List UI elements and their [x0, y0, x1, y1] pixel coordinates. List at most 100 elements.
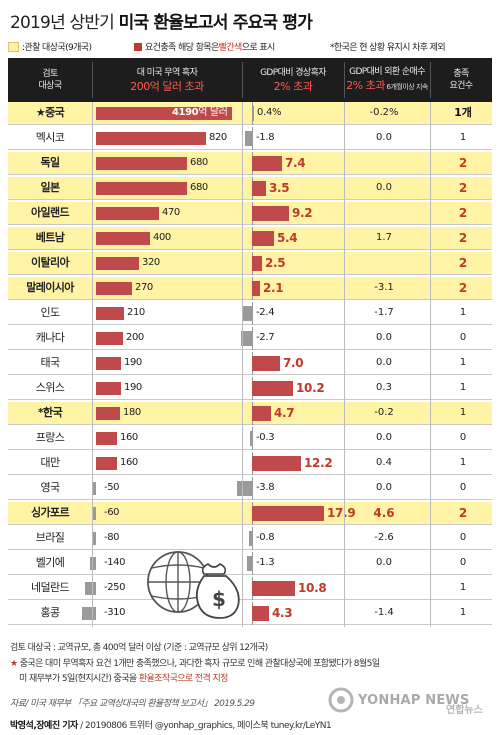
trade-value: -250: [104, 582, 126, 593]
footnote-review: 검토 대상국 : 교역규모, 총 400억 달러 이상 (기준 : 교역규모 상…: [10, 643, 268, 653]
criteria-count: 2: [458, 506, 468, 520]
brand-logo: YONHAP NEWS 연합뉴스: [328, 684, 496, 716]
current-bar: [250, 431, 252, 446]
current-value: 17.9: [327, 506, 356, 520]
country-name: 네덜란드: [30, 581, 70, 594]
trade-bar: [96, 107, 232, 120]
current-value: 10.8: [298, 581, 327, 595]
country-name: *한국: [37, 406, 63, 419]
current-bar: [252, 206, 289, 221]
footnote-china-2: 미 재무부가 5일(현지시간) 중국을 환율조작국으로 전격 지정: [10, 671, 492, 684]
header-trade-line1: 대 미국 무역 흑자: [136, 67, 198, 78]
criteria-count: 1: [459, 132, 467, 143]
fx-value: 0.0: [376, 482, 392, 493]
header-country: 검토 대상국: [8, 58, 92, 102]
current-value: 3.5: [269, 181, 290, 195]
page-title: 2019년 상반기 미국 환율보고서 주요국 평가: [10, 8, 313, 33]
header-country-line1: 검토: [42, 69, 58, 79]
country-name: 대만: [40, 456, 60, 469]
trade-bar: [96, 457, 117, 470]
trade-value: -50: [104, 482, 120, 493]
current-value: 4.7: [274, 406, 295, 420]
criteria-count: 2: [458, 231, 468, 245]
footnote-china-line1: 중국은 대미 무역흑자 요건 1개만 충족했으나, 과다한 흑자 규모로 인해 …: [17, 659, 380, 669]
header-current: GDP대비 경상흑자 2% 초과: [242, 58, 344, 102]
current-value: -0.8: [256, 532, 275, 543]
column-divider: [430, 102, 431, 627]
criteria-count: 0: [459, 482, 467, 493]
current-bar: [247, 556, 252, 571]
yonhap-logo-icon: [328, 687, 354, 713]
criteria-count: 0: [459, 557, 467, 568]
trade-bar: [90, 557, 96, 570]
table-row: 대만 160 12.2 0.4 1: [8, 452, 492, 475]
criteria-count: 0: [459, 532, 467, 543]
current-value: 7.4: [285, 156, 306, 170]
country-name: 인도: [40, 306, 60, 319]
trade-bar: [96, 357, 121, 370]
table-row: *한국 180 4.7 -0.2 1: [8, 402, 492, 425]
current-axis: [252, 327, 253, 350]
header-criteria-line2: 요건수: [449, 81, 473, 91]
legend-watch-label: :관찰 대상국(9개국): [22, 43, 92, 53]
trade-value: 470: [162, 207, 180, 218]
table-row: 벨기에 -140 -1.3 0.0 0: [8, 552, 492, 575]
current-value: 9.2: [292, 206, 313, 220]
criteria-count: 2: [458, 181, 468, 195]
criteria-swatch-icon: [134, 42, 142, 51]
current-axis: [252, 552, 253, 575]
table-row: 프랑스 160 -0.3 0.0 0: [8, 427, 492, 450]
current-axis: [252, 302, 253, 325]
trade-bar: [96, 382, 121, 395]
header-divider: [242, 62, 243, 98]
header-criteria-line1: 충족: [453, 69, 469, 79]
header-divider: [344, 62, 345, 98]
table-row: 베트남 400 5.4 1.7 2: [8, 227, 492, 250]
criteria-count: 1: [459, 307, 467, 318]
country-name: 브라질: [35, 531, 65, 544]
fx-value: 4.6: [373, 506, 395, 520]
trade-value: 400: [153, 232, 171, 243]
country-name: 이탈리아: [30, 256, 70, 269]
fx-value: -3.1: [374, 282, 394, 293]
header-criteria: 충족 요건수: [430, 58, 492, 102]
current-bar: [252, 456, 301, 471]
legend: :관찰 대상국(9개국) 요건충족 해당 항목은 빨간색 으로 표시 *한국은 현…: [8, 40, 492, 54]
legend-criteria-suffix: 으로 표시: [241, 43, 276, 53]
fx-value: 0.0: [376, 357, 392, 368]
trade-value: -140: [104, 557, 126, 568]
country-name: 스위스: [35, 381, 65, 394]
country-name: 캐나다: [35, 331, 65, 344]
header-trade: 대 미국 무역 흑자 200억 달러 초과: [92, 58, 242, 102]
trade-value: -60: [104, 507, 120, 518]
header-trade-line2: 200억 달러 초과: [130, 79, 204, 93]
trade-unit: 억 달러: [198, 107, 228, 118]
criteria-count: 1: [459, 607, 467, 618]
trade-bar: [96, 132, 206, 145]
legend-note: *한국은 현 상황 유지시 차후 제외: [330, 40, 446, 53]
trade-value: 160: [120, 457, 138, 468]
current-value: 2.1: [263, 281, 284, 295]
column-divider: [344, 102, 345, 627]
current-value: -1.8: [256, 132, 275, 143]
current-bar: [252, 106, 254, 121]
current-bar: [252, 156, 282, 171]
legend-criteria-prefix: 요건충족 해당 항목은: [145, 43, 219, 53]
fx-value: 0.0: [376, 182, 392, 193]
table-row: 말레이시아 270 2.1 -3.1 2: [8, 277, 492, 300]
title-main: 미국 환율보고서 주요국 평가: [118, 13, 313, 33]
current-bar: [237, 481, 252, 496]
current-bar: [249, 531, 252, 546]
header-fx-line2: 2% 초과: [346, 78, 385, 92]
header-fx-small: 6개월이상 지속: [384, 82, 429, 91]
country-name: 아일랜드: [30, 206, 70, 219]
trade-bar: [96, 207, 159, 220]
footnote-source: 자료/ 미국 재무부 「주요 교역상대국의 환율정책 보고서」 2019.5.2…: [10, 696, 492, 709]
trade-value: 680: [190, 182, 208, 193]
current-bar: [252, 406, 271, 421]
current-axis: [252, 127, 253, 150]
current-bar: [241, 331, 252, 346]
trade-value: 190: [124, 357, 142, 368]
criteria-count: 1: [459, 407, 467, 418]
trade-number: 4190: [172, 107, 199, 118]
